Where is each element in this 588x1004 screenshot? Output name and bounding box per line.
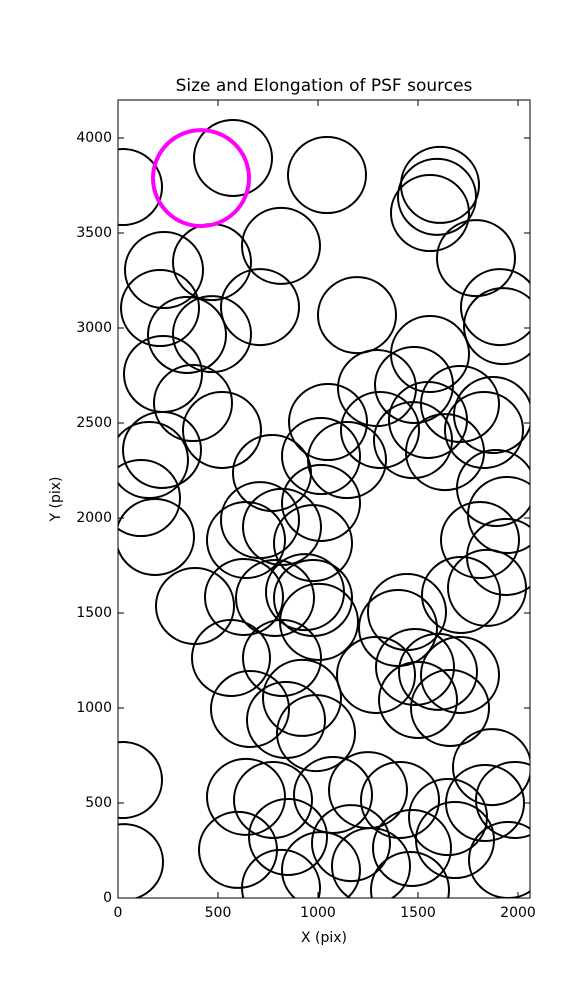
psf-ellipse (317, 276, 397, 355)
psf-ellipse (415, 801, 495, 880)
psf-ellipse (124, 231, 204, 310)
x-tick-label: 1500 (400, 905, 436, 921)
psf-ellipse (220, 268, 300, 347)
psf-ellipse (233, 760, 313, 839)
psf-ellipse (336, 635, 416, 714)
psf-ellipse (206, 501, 286, 580)
psf-ellipse (262, 658, 342, 737)
psf-ellipse (375, 627, 455, 706)
axes-frame (117, 99, 531, 899)
psf-ellipse (118, 459, 181, 538)
psf-ellipse (436, 219, 516, 298)
psf-ellipse (120, 269, 200, 348)
psf-ellipse (340, 391, 420, 470)
psf-ellipse (242, 619, 322, 698)
psf-ellipse (206, 757, 286, 836)
psf-ellipse (241, 206, 321, 285)
psf-ellipse (281, 417, 361, 496)
psf-ellipse (191, 619, 271, 698)
psf-ellipse (172, 295, 252, 374)
psf-ellipse (281, 463, 361, 542)
y-tick-label: 0 (103, 890, 112, 906)
highlight-ellipse (151, 128, 251, 229)
y-tick-label: 1500 (76, 605, 112, 621)
x-tick-label: 500 (205, 905, 232, 921)
psf-ellipse (378, 661, 458, 740)
psf-ellipse (390, 174, 470, 253)
psf-ellipse (444, 391, 524, 470)
psf-ellipse (235, 558, 315, 637)
psf-ellipse (241, 848, 321, 898)
y-tick-label: 2500 (76, 415, 112, 431)
psf-ellipse (118, 741, 163, 819)
y-tick-label: 3000 (76, 320, 112, 336)
psf-ellipse (374, 346, 454, 424)
psf-ellipse (360, 760, 440, 839)
x-tick-label: 2000 (500, 905, 536, 921)
psf-ellipse (118, 498, 195, 576)
plot-area (118, 118, 530, 898)
psf-ellipse (147, 296, 227, 375)
psf-ellipse (456, 448, 530, 527)
psf-ellipse (153, 364, 233, 443)
psf-ellipse (287, 136, 367, 215)
y-tick-label: 1000 (76, 700, 112, 716)
psf-ellipse (118, 421, 189, 500)
psf-ellipse (118, 823, 164, 898)
psf-ellipse (370, 851, 450, 898)
psf-ellipse (276, 694, 356, 773)
psf-ellipse (373, 401, 453, 480)
psf-ellipse (463, 287, 530, 366)
psf-ellipse (358, 589, 438, 668)
y-tick-label: 2000 (76, 510, 112, 526)
psf-ellipse (182, 391, 262, 470)
psf-ellipse (460, 268, 530, 347)
psf-ellipse (248, 798, 328, 877)
psf-ellipse (204, 558, 284, 637)
psf-ellipse (281, 831, 361, 898)
psf-ellipse (122, 410, 202, 489)
x-axis-label: X (pix) (301, 930, 347, 946)
psf-ellipse (193, 118, 273, 197)
psf-ellipse (410, 669, 490, 747)
psf-ellipse (273, 504, 353, 583)
x-tick-label: 1000 (300, 905, 336, 921)
psf-ellipse (400, 145, 480, 224)
psf-ellipse (397, 157, 477, 236)
psf-ellipse (440, 501, 520, 580)
psf-ellipse (210, 669, 290, 748)
psf-ellipse (447, 548, 527, 627)
psf-ellipse (311, 804, 391, 883)
psf-ellipse (331, 827, 411, 898)
x-tick-label: 0 (114, 905, 123, 921)
psf-ellipse (288, 383, 368, 462)
chart-title: Size and Elongation of PSF sources (176, 76, 473, 96)
y-tick-label: 4000 (76, 130, 112, 146)
psf-ellipse (420, 635, 500, 714)
y-axis-label: Y (pix) (48, 477, 64, 523)
psf-ellipse (468, 821, 530, 898)
psf-ellipse (118, 148, 163, 227)
psf-ellipse (475, 760, 530, 839)
psf-ellipse (452, 728, 530, 807)
psf-ellipse (279, 582, 359, 661)
psf-ellipse (398, 632, 478, 711)
y-tick-label: 3500 (76, 225, 112, 241)
psf-ellipse (372, 809, 452, 888)
psf-ellipse (467, 475, 530, 554)
y-tick-label: 500 (85, 795, 112, 811)
psf-ellipse (421, 555, 501, 634)
